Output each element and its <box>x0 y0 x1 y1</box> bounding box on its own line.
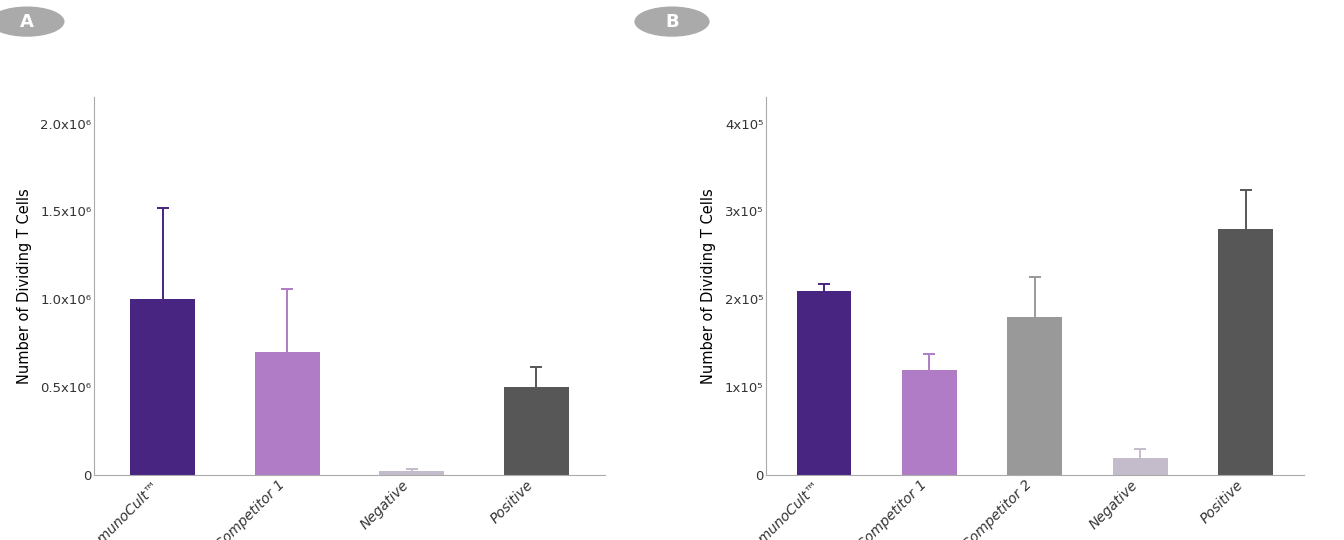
Bar <box>255 352 320 475</box>
Bar <box>902 370 957 475</box>
Bar <box>504 387 569 475</box>
Text: B: B <box>665 12 679 31</box>
Y-axis label: Number of Dividing T Cells: Number of Dividing T Cells <box>17 188 32 384</box>
Bar <box>797 291 852 475</box>
Bar <box>1008 317 1062 475</box>
Y-axis label: Number of Dividing T Cells: Number of Dividing T Cells <box>702 188 716 384</box>
Bar <box>1218 229 1273 475</box>
Bar <box>130 299 195 475</box>
Text: A: A <box>20 12 34 31</box>
Bar <box>1113 457 1168 475</box>
Bar <box>379 471 444 475</box>
